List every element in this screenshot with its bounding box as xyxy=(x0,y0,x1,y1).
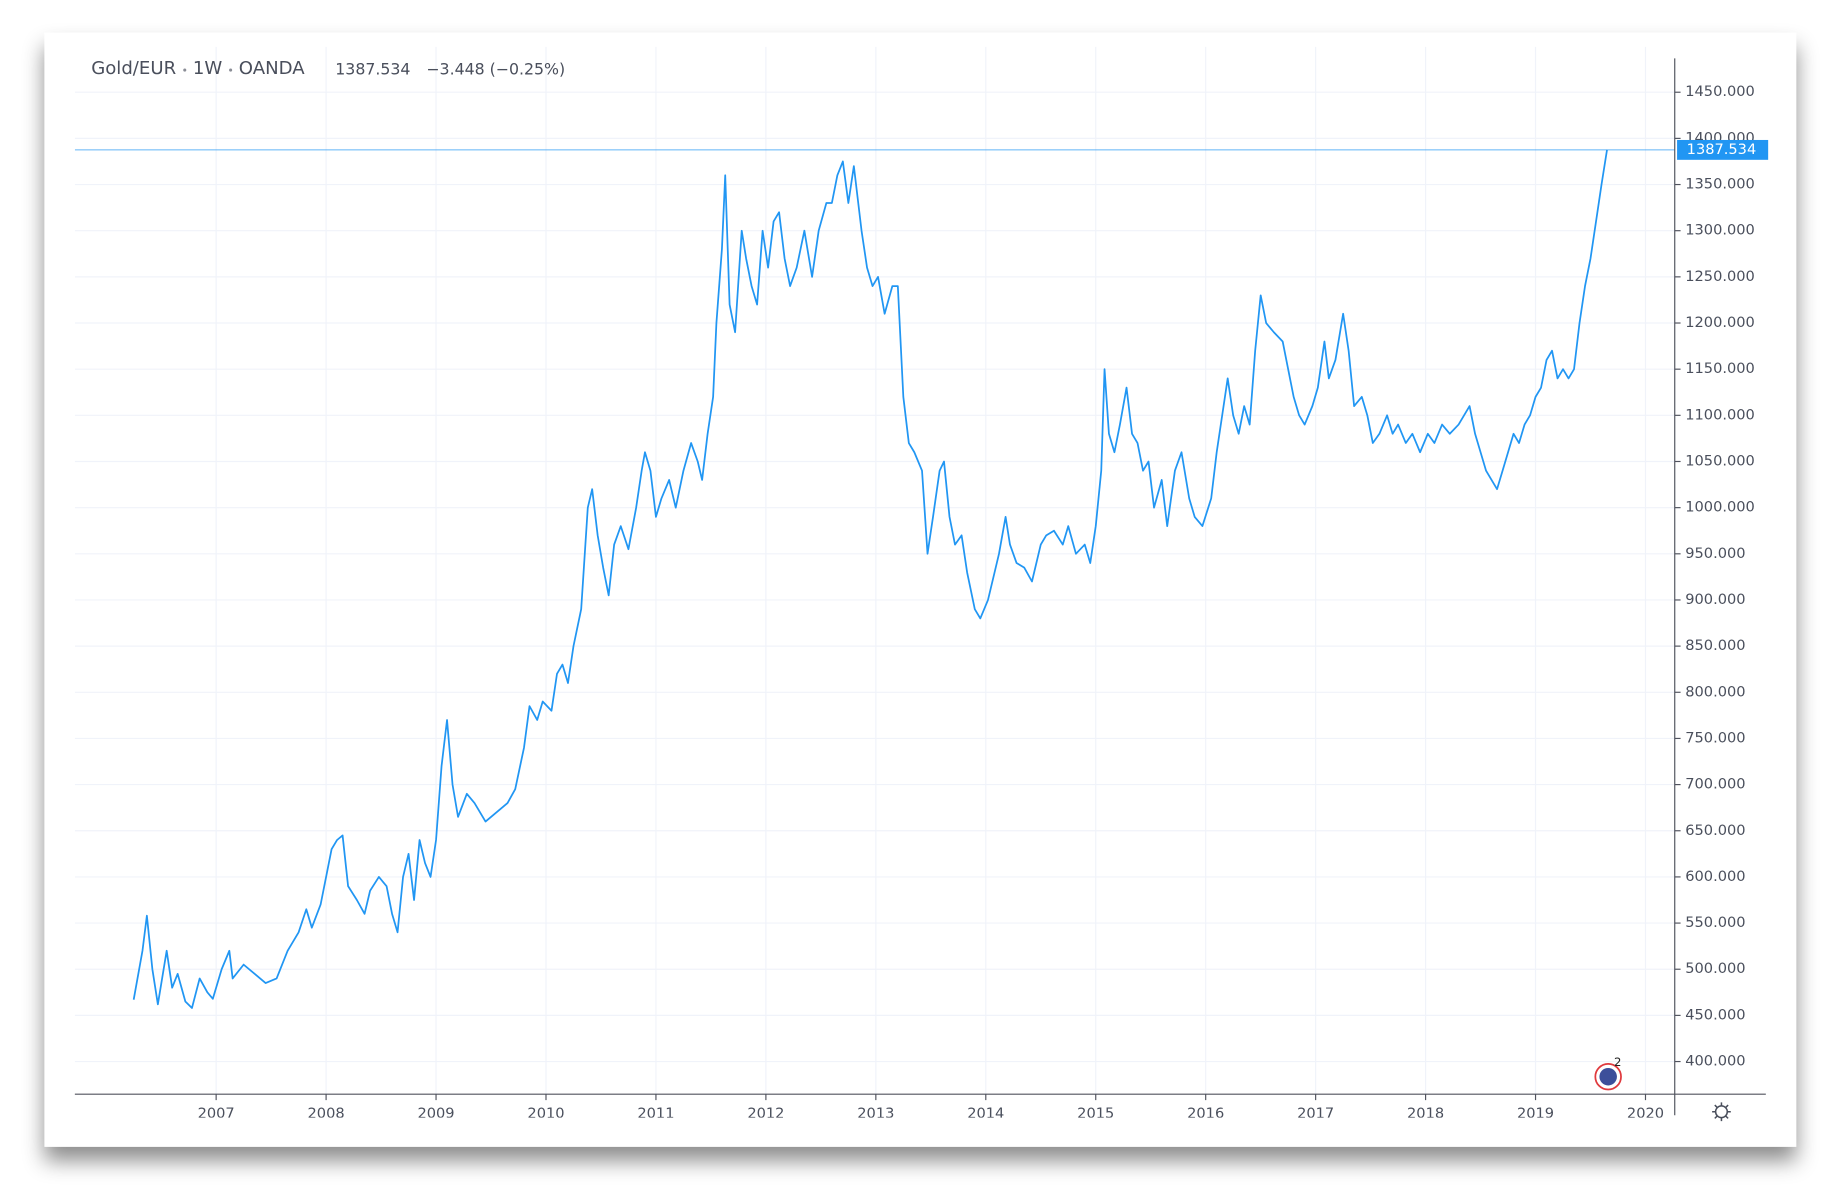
separator xyxy=(183,68,187,72)
price-line xyxy=(132,149,1608,1009)
source: OANDA xyxy=(239,58,305,79)
y-tick-label: 550.000 xyxy=(1685,914,1745,931)
logo: 2 xyxy=(1594,1055,1622,1091)
y-tick-label: 1450.000 xyxy=(1685,83,1755,100)
interval: 1W xyxy=(193,58,223,79)
y-tick-label: 650.000 xyxy=(1685,822,1745,839)
y-tick-label: 800.000 xyxy=(1685,683,1745,700)
y-axis: 400.000 450.000 500.000 550.000 600.000 650.0… xyxy=(1674,83,1755,1070)
y-tick-label: 1050.000 xyxy=(1685,452,1755,469)
header: Gold/EUR 1W OANDA 1387.534 −3.448 (−0.25… xyxy=(91,58,565,79)
grid xyxy=(74,46,1675,1095)
y-tick-label: 450.000 xyxy=(1685,1006,1745,1023)
y-tick-label: 1250.000 xyxy=(1685,268,1755,285)
card xyxy=(44,32,1797,1147)
x-tick-label: 2007 xyxy=(198,1105,235,1122)
x-tick-label: 2020 xyxy=(1627,1105,1664,1122)
y-tick-label: 1150.000 xyxy=(1685,360,1755,377)
price-change: −3.448 (−0.25%) xyxy=(426,60,565,79)
x-tick-label: 2015 xyxy=(1077,1105,1114,1122)
y-tick-label: 1300.000 xyxy=(1685,222,1755,239)
y-tick-label: 1100.000 xyxy=(1685,406,1755,423)
plot xyxy=(74,149,1675,1009)
x-tick-label: 2011 xyxy=(637,1105,674,1122)
x-tick-label: 2012 xyxy=(747,1105,784,1122)
x-tick-label: 2018 xyxy=(1407,1105,1444,1122)
separator xyxy=(229,68,233,72)
x-tick-label: 2019 xyxy=(1517,1105,1554,1122)
x-axis: 2007 2008 2009 2010 2011 2012 2013 2014 2015 2016… xyxy=(198,1094,1664,1122)
x-tick-label: 2013 xyxy=(857,1105,894,1122)
y-tick-label: 750.000 xyxy=(1685,729,1745,746)
x-tick-label: 2008 xyxy=(308,1105,345,1122)
y-tick-label: 900.000 xyxy=(1685,591,1745,608)
y-tick-label: 1350.000 xyxy=(1685,176,1755,193)
last-price: 1387.534 xyxy=(335,60,410,79)
x-tick-label: 2016 xyxy=(1187,1105,1224,1122)
y-tick-label: 700.000 xyxy=(1685,776,1745,793)
x-tick-label: 2014 xyxy=(967,1105,1004,1122)
y-tick-label: 500.000 xyxy=(1685,960,1745,977)
x-tick-label: 2017 xyxy=(1297,1105,1334,1122)
last-price-badge xyxy=(1677,139,1769,160)
x-tick-label: 2009 xyxy=(417,1105,454,1122)
last-price-label: 1387.534 xyxy=(1687,141,1757,158)
svg-text:2: 2 xyxy=(1614,1055,1621,1069)
symbol: Gold/EUR xyxy=(91,58,176,79)
x-tick-label: 2010 xyxy=(527,1105,564,1122)
y-tick-label: 950.000 xyxy=(1685,545,1745,562)
y-tick-label: 400.000 xyxy=(1685,1053,1745,1070)
y-tick-label: 1000.000 xyxy=(1685,499,1755,516)
y-tick-label: 600.000 xyxy=(1685,868,1745,885)
settings-icon[interactable] xyxy=(1712,1102,1731,1122)
y-tick-label: 850.000 xyxy=(1685,637,1745,654)
y-tick-label: 1200.000 xyxy=(1685,314,1755,331)
